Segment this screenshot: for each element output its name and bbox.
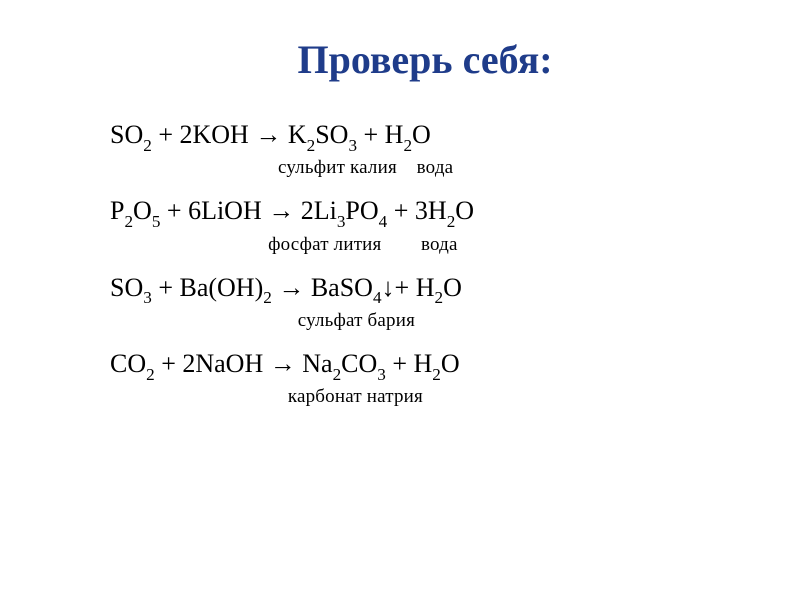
equation-2: P2O5 + 6LiOH → 2Li3PO4 + 3H2O bbox=[110, 193, 740, 231]
equation-3: SO3 + Ba(OH)2 → BaSO4↓+ H2O bbox=[110, 270, 740, 308]
slide-title: Проверь себя: bbox=[110, 36, 740, 83]
slide-container: Проверь себя: SO2 + 2KOH → K2SO3 + H2O с… bbox=[0, 0, 800, 600]
equation-4: CO2 + 2NaOH → Na2CO3 + H2O bbox=[110, 346, 740, 384]
equation-1: SO2 + 2KOH → K2SO3 + H2O bbox=[110, 117, 740, 155]
equation-2-label: фосфат лития вода bbox=[110, 234, 740, 256]
equation-1-label: сульфит калия вода bbox=[110, 157, 740, 179]
equation-3-label: сульфат бария bbox=[110, 310, 740, 332]
equations-block: SO2 + 2KOH → K2SO3 + H2O сульфит калия в… bbox=[110, 117, 740, 408]
equation-4-label: карбонат натрия bbox=[110, 386, 740, 408]
